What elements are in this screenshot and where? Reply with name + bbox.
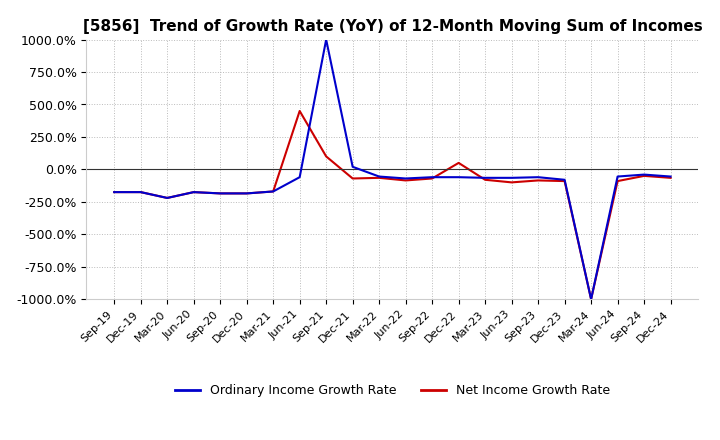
Ordinary Income Growth Rate xyxy=(163,195,171,201)
Line: Ordinary Income Growth Rate: Ordinary Income Growth Rate xyxy=(114,40,670,299)
Net Income Growth Rate xyxy=(243,191,251,196)
Net Income Growth Rate xyxy=(587,297,595,302)
Ordinary Income Growth Rate xyxy=(375,174,384,179)
Net Income Growth Rate xyxy=(295,108,304,114)
Ordinary Income Growth Rate xyxy=(110,190,119,195)
Ordinary Income Growth Rate xyxy=(348,164,357,169)
Net Income Growth Rate xyxy=(534,178,542,183)
Ordinary Income Growth Rate xyxy=(587,297,595,302)
Ordinary Income Growth Rate xyxy=(534,175,542,180)
Line: Net Income Growth Rate: Net Income Growth Rate xyxy=(114,111,670,299)
Net Income Growth Rate xyxy=(481,177,490,183)
Net Income Growth Rate xyxy=(163,195,171,201)
Net Income Growth Rate xyxy=(560,179,569,184)
Ordinary Income Growth Rate xyxy=(216,191,225,196)
Ordinary Income Growth Rate xyxy=(428,175,436,180)
Net Income Growth Rate xyxy=(269,189,277,194)
Ordinary Income Growth Rate xyxy=(295,175,304,180)
Net Income Growth Rate xyxy=(375,175,384,180)
Ordinary Income Growth Rate xyxy=(613,174,622,179)
Ordinary Income Growth Rate xyxy=(243,191,251,196)
Ordinary Income Growth Rate xyxy=(269,189,277,194)
Net Income Growth Rate xyxy=(428,176,436,181)
Net Income Growth Rate xyxy=(666,175,675,180)
Ordinary Income Growth Rate xyxy=(666,174,675,179)
Net Income Growth Rate xyxy=(322,154,330,159)
Title: [5856]  Trend of Growth Rate (YoY) of 12-Month Moving Sum of Incomes: [5856] Trend of Growth Rate (YoY) of 12-… xyxy=(83,19,702,34)
Net Income Growth Rate xyxy=(189,190,198,195)
Ordinary Income Growth Rate xyxy=(189,190,198,195)
Net Income Growth Rate xyxy=(613,179,622,184)
Ordinary Income Growth Rate xyxy=(454,175,463,180)
Ordinary Income Growth Rate xyxy=(481,175,490,180)
Net Income Growth Rate xyxy=(110,190,119,195)
Ordinary Income Growth Rate xyxy=(136,190,145,195)
Ordinary Income Growth Rate xyxy=(322,37,330,42)
Net Income Growth Rate xyxy=(216,191,225,196)
Net Income Growth Rate xyxy=(348,176,357,181)
Net Income Growth Rate xyxy=(508,180,516,185)
Ordinary Income Growth Rate xyxy=(401,176,410,181)
Legend: Ordinary Income Growth Rate, Net Income Growth Rate: Ordinary Income Growth Rate, Net Income … xyxy=(170,379,615,402)
Net Income Growth Rate xyxy=(454,160,463,165)
Ordinary Income Growth Rate xyxy=(508,175,516,180)
Net Income Growth Rate xyxy=(136,190,145,195)
Net Income Growth Rate xyxy=(640,173,649,179)
Ordinary Income Growth Rate xyxy=(640,172,649,177)
Ordinary Income Growth Rate xyxy=(560,177,569,183)
Net Income Growth Rate xyxy=(401,178,410,183)
